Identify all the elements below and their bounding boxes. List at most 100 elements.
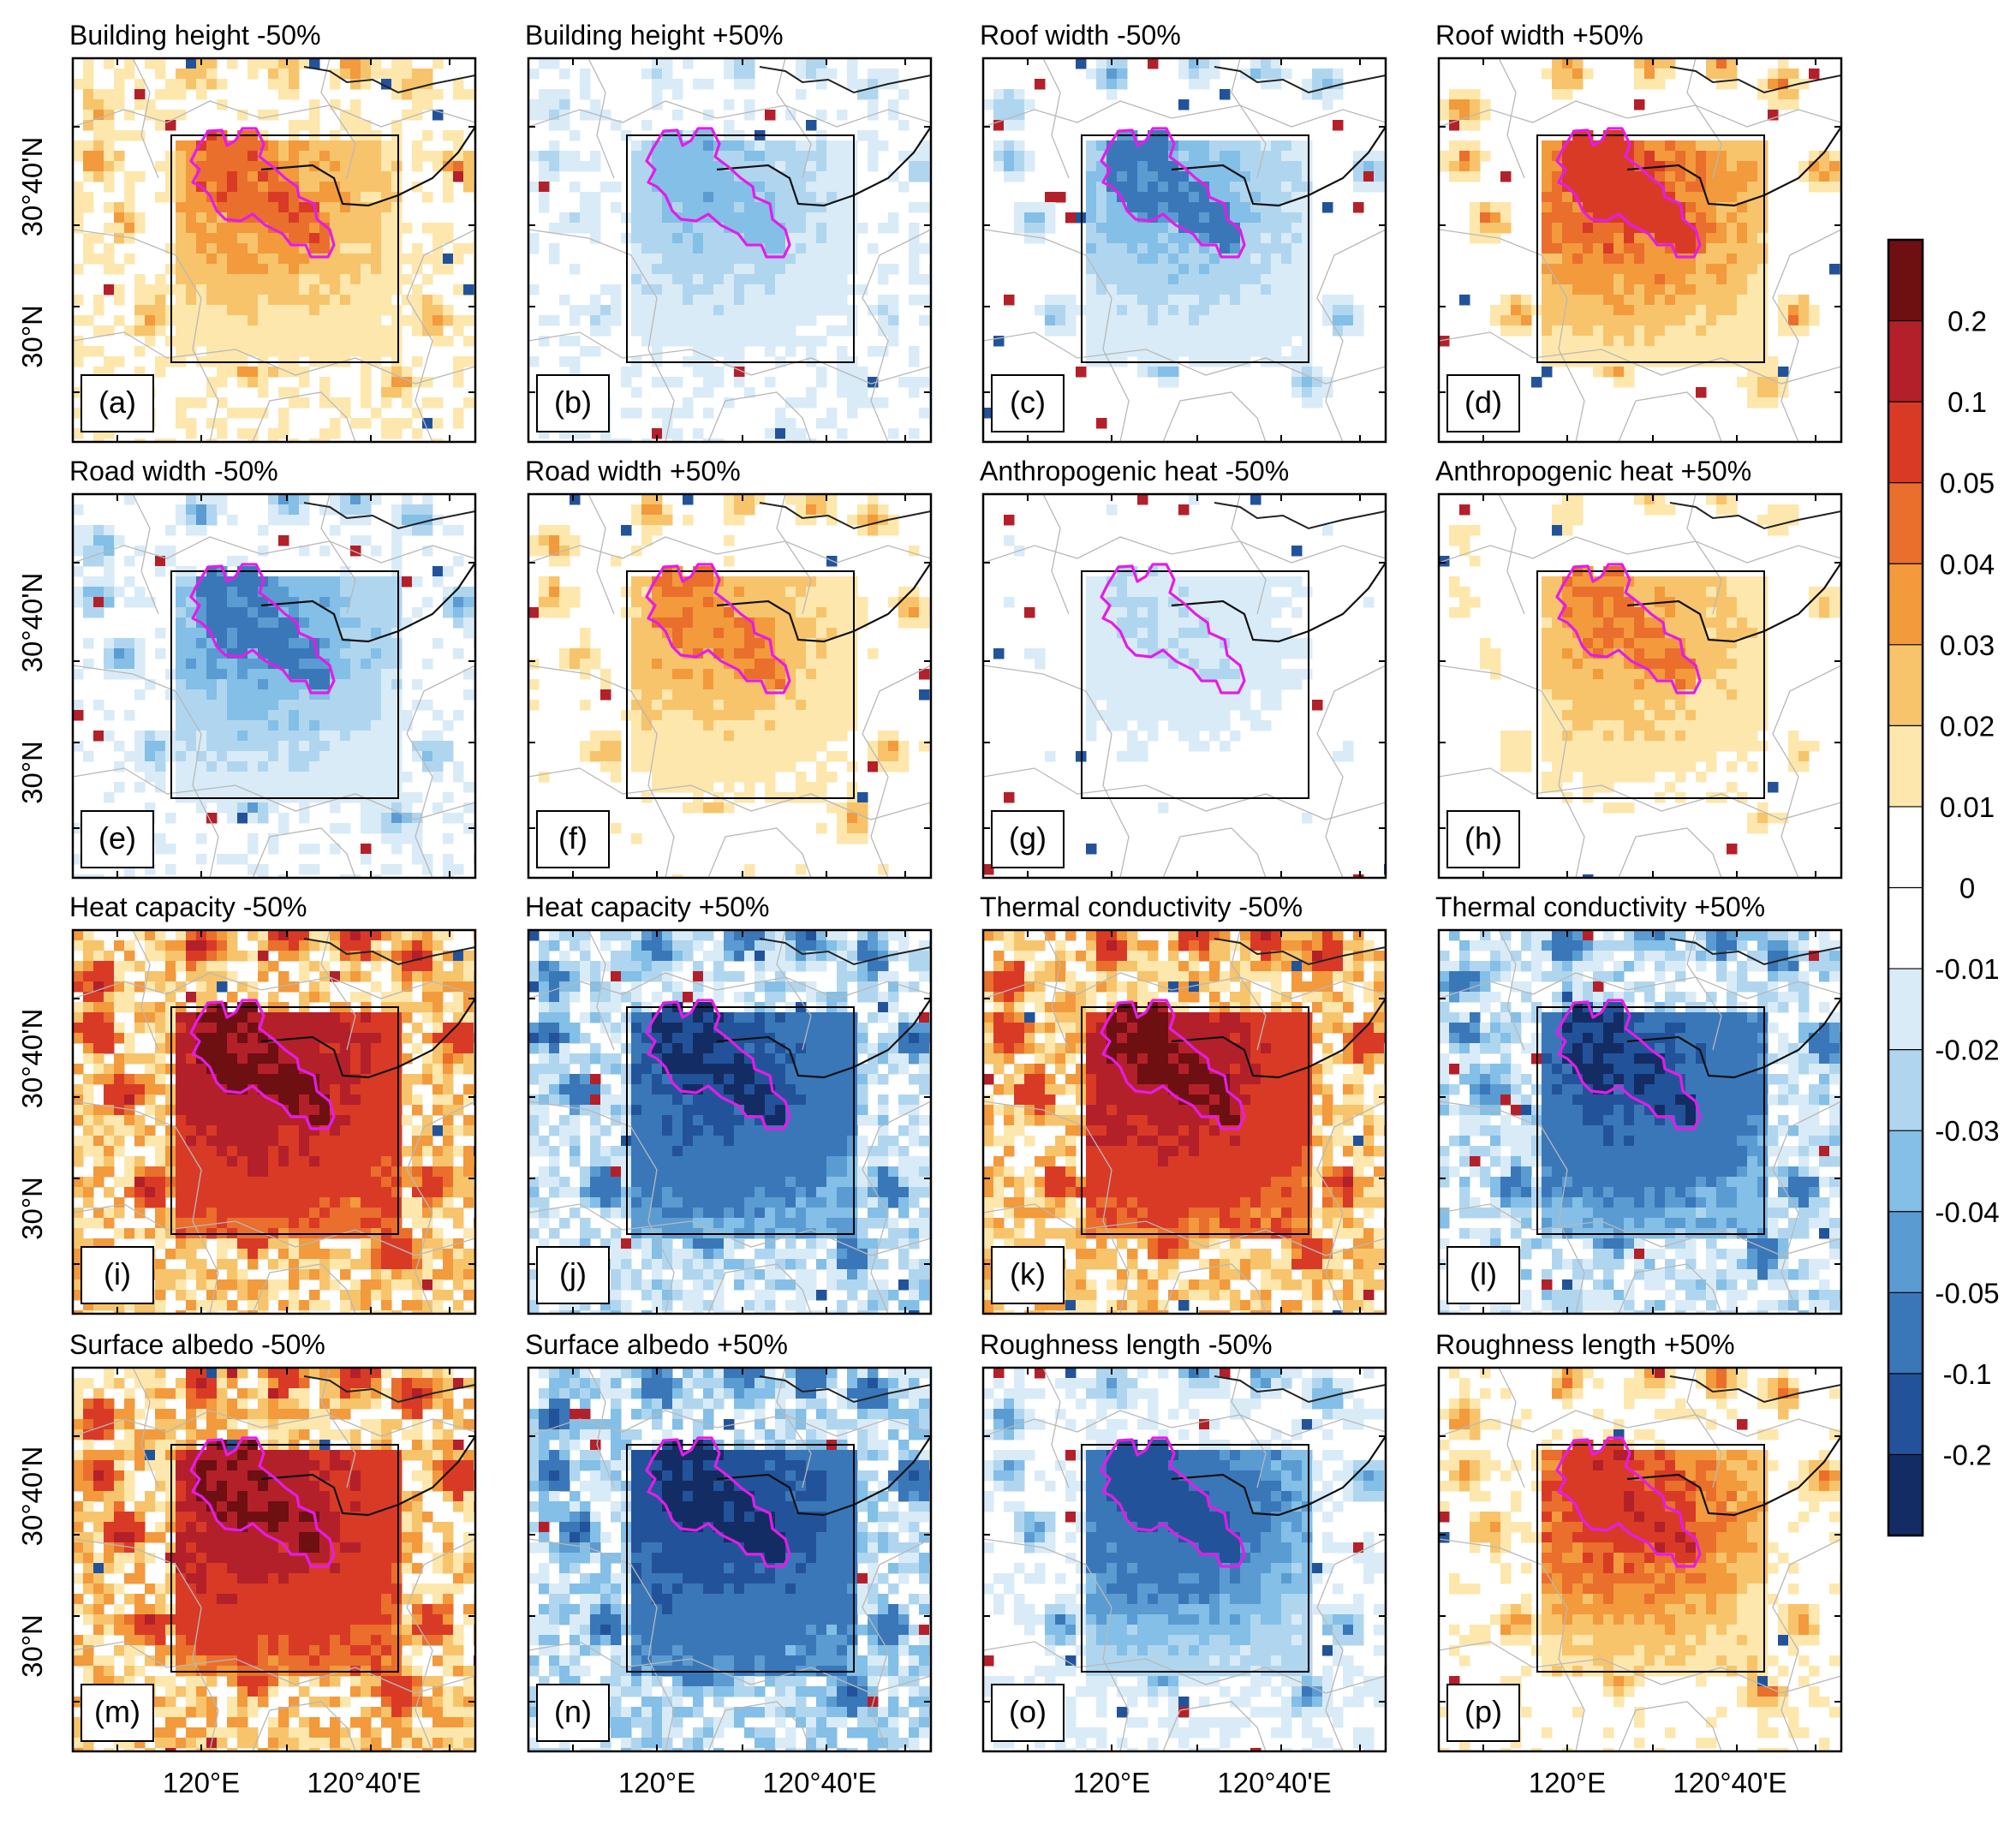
field-cell [1583,336,1594,347]
field-cell [1065,212,1077,224]
y-tick-label: 30°N [16,741,48,804]
field-cell [765,607,776,618]
field-cell [371,546,382,557]
field-cell [662,274,673,285]
field-cell [237,377,248,388]
field-cell [847,182,858,193]
field-cell [186,638,197,649]
field-cell [744,202,755,213]
field-cell [1675,192,1686,203]
field-cell [350,648,361,659]
field-cell [319,140,331,152]
field-cell [330,336,341,347]
field-cell [1168,253,1179,265]
field-cell [755,284,766,295]
field-cell [206,438,218,442]
field-cell [826,151,838,162]
field-cell [1716,284,1727,295]
field-cell [1819,151,1830,162]
field-cell [330,202,341,213]
field-cell [1302,202,1313,213]
field-cell [878,315,889,326]
field-cell [1439,110,1450,121]
field-cell [227,628,238,639]
field-cell [278,336,289,347]
field-cell [559,587,570,598]
field-cell [1552,525,1563,536]
field-cell [134,274,146,285]
field-cell [196,253,207,265]
field-cell [1716,243,1727,254]
field-cell [1322,69,1333,80]
field-cell [299,58,310,69]
field-cell [340,212,351,224]
field-cell [703,171,714,182]
field-cell [340,782,351,793]
field-cell [1459,110,1470,121]
field-cell [847,689,858,701]
field-cell [1552,140,1563,152]
field-cell [590,295,601,306]
field-cell [330,305,341,316]
field-cell [217,182,228,193]
field-cell [1086,212,1097,224]
field-cell [258,192,269,203]
field-cell [1240,638,1251,649]
field-cell [1291,274,1303,285]
field-cell [755,264,766,275]
field-cell [453,130,464,141]
field-cell [1353,161,1364,172]
field-cell [1199,233,1210,244]
field-cell [1552,305,1563,316]
panel-label-text: (e) [98,820,136,856]
field-cell [289,253,300,265]
field-cell [1199,336,1210,347]
field-cell [114,315,125,326]
field-cell [847,597,858,608]
field-cell [268,305,279,316]
field-cell [1209,648,1220,659]
field-cell [1470,151,1481,162]
coastline [1626,126,1841,207]
field-cell [1035,659,1046,670]
field-cell [1302,669,1313,680]
field-cell [672,89,683,100]
field-cell [837,161,848,172]
field-cell [816,772,827,783]
field-cell [1572,151,1584,162]
field-cell [785,253,796,265]
field-cell [206,813,218,824]
field-cell [672,751,683,762]
field-cell [206,617,218,629]
field-cell [237,731,248,742]
field-cell [1552,504,1563,516]
field-cell [1209,315,1220,326]
field-cell [1706,346,1717,357]
field-cell [1096,669,1107,680]
field-cell [391,428,403,439]
coastline [1171,562,1386,643]
field-cell [1562,69,1573,80]
field-cell [631,295,642,306]
field-cell [683,587,694,598]
field-cell [847,669,858,680]
field-cell [693,597,704,608]
field-cell [83,110,94,121]
field-cell [114,638,125,649]
field-cell [816,587,827,598]
field-cell [206,274,218,285]
field-cell [1583,233,1594,244]
field-cell [1271,305,1282,316]
field-cell [104,58,115,69]
field-cell [114,659,125,670]
field-cell [206,264,218,275]
field-cell [755,171,766,182]
field-cell [248,69,259,80]
field-cell [1148,264,1159,275]
field-cell [785,628,796,639]
field-cell [217,504,228,516]
field-cell [422,525,433,536]
field-cell [361,223,372,234]
urban-outline [1100,127,1246,259]
field-cell [1737,576,1748,587]
